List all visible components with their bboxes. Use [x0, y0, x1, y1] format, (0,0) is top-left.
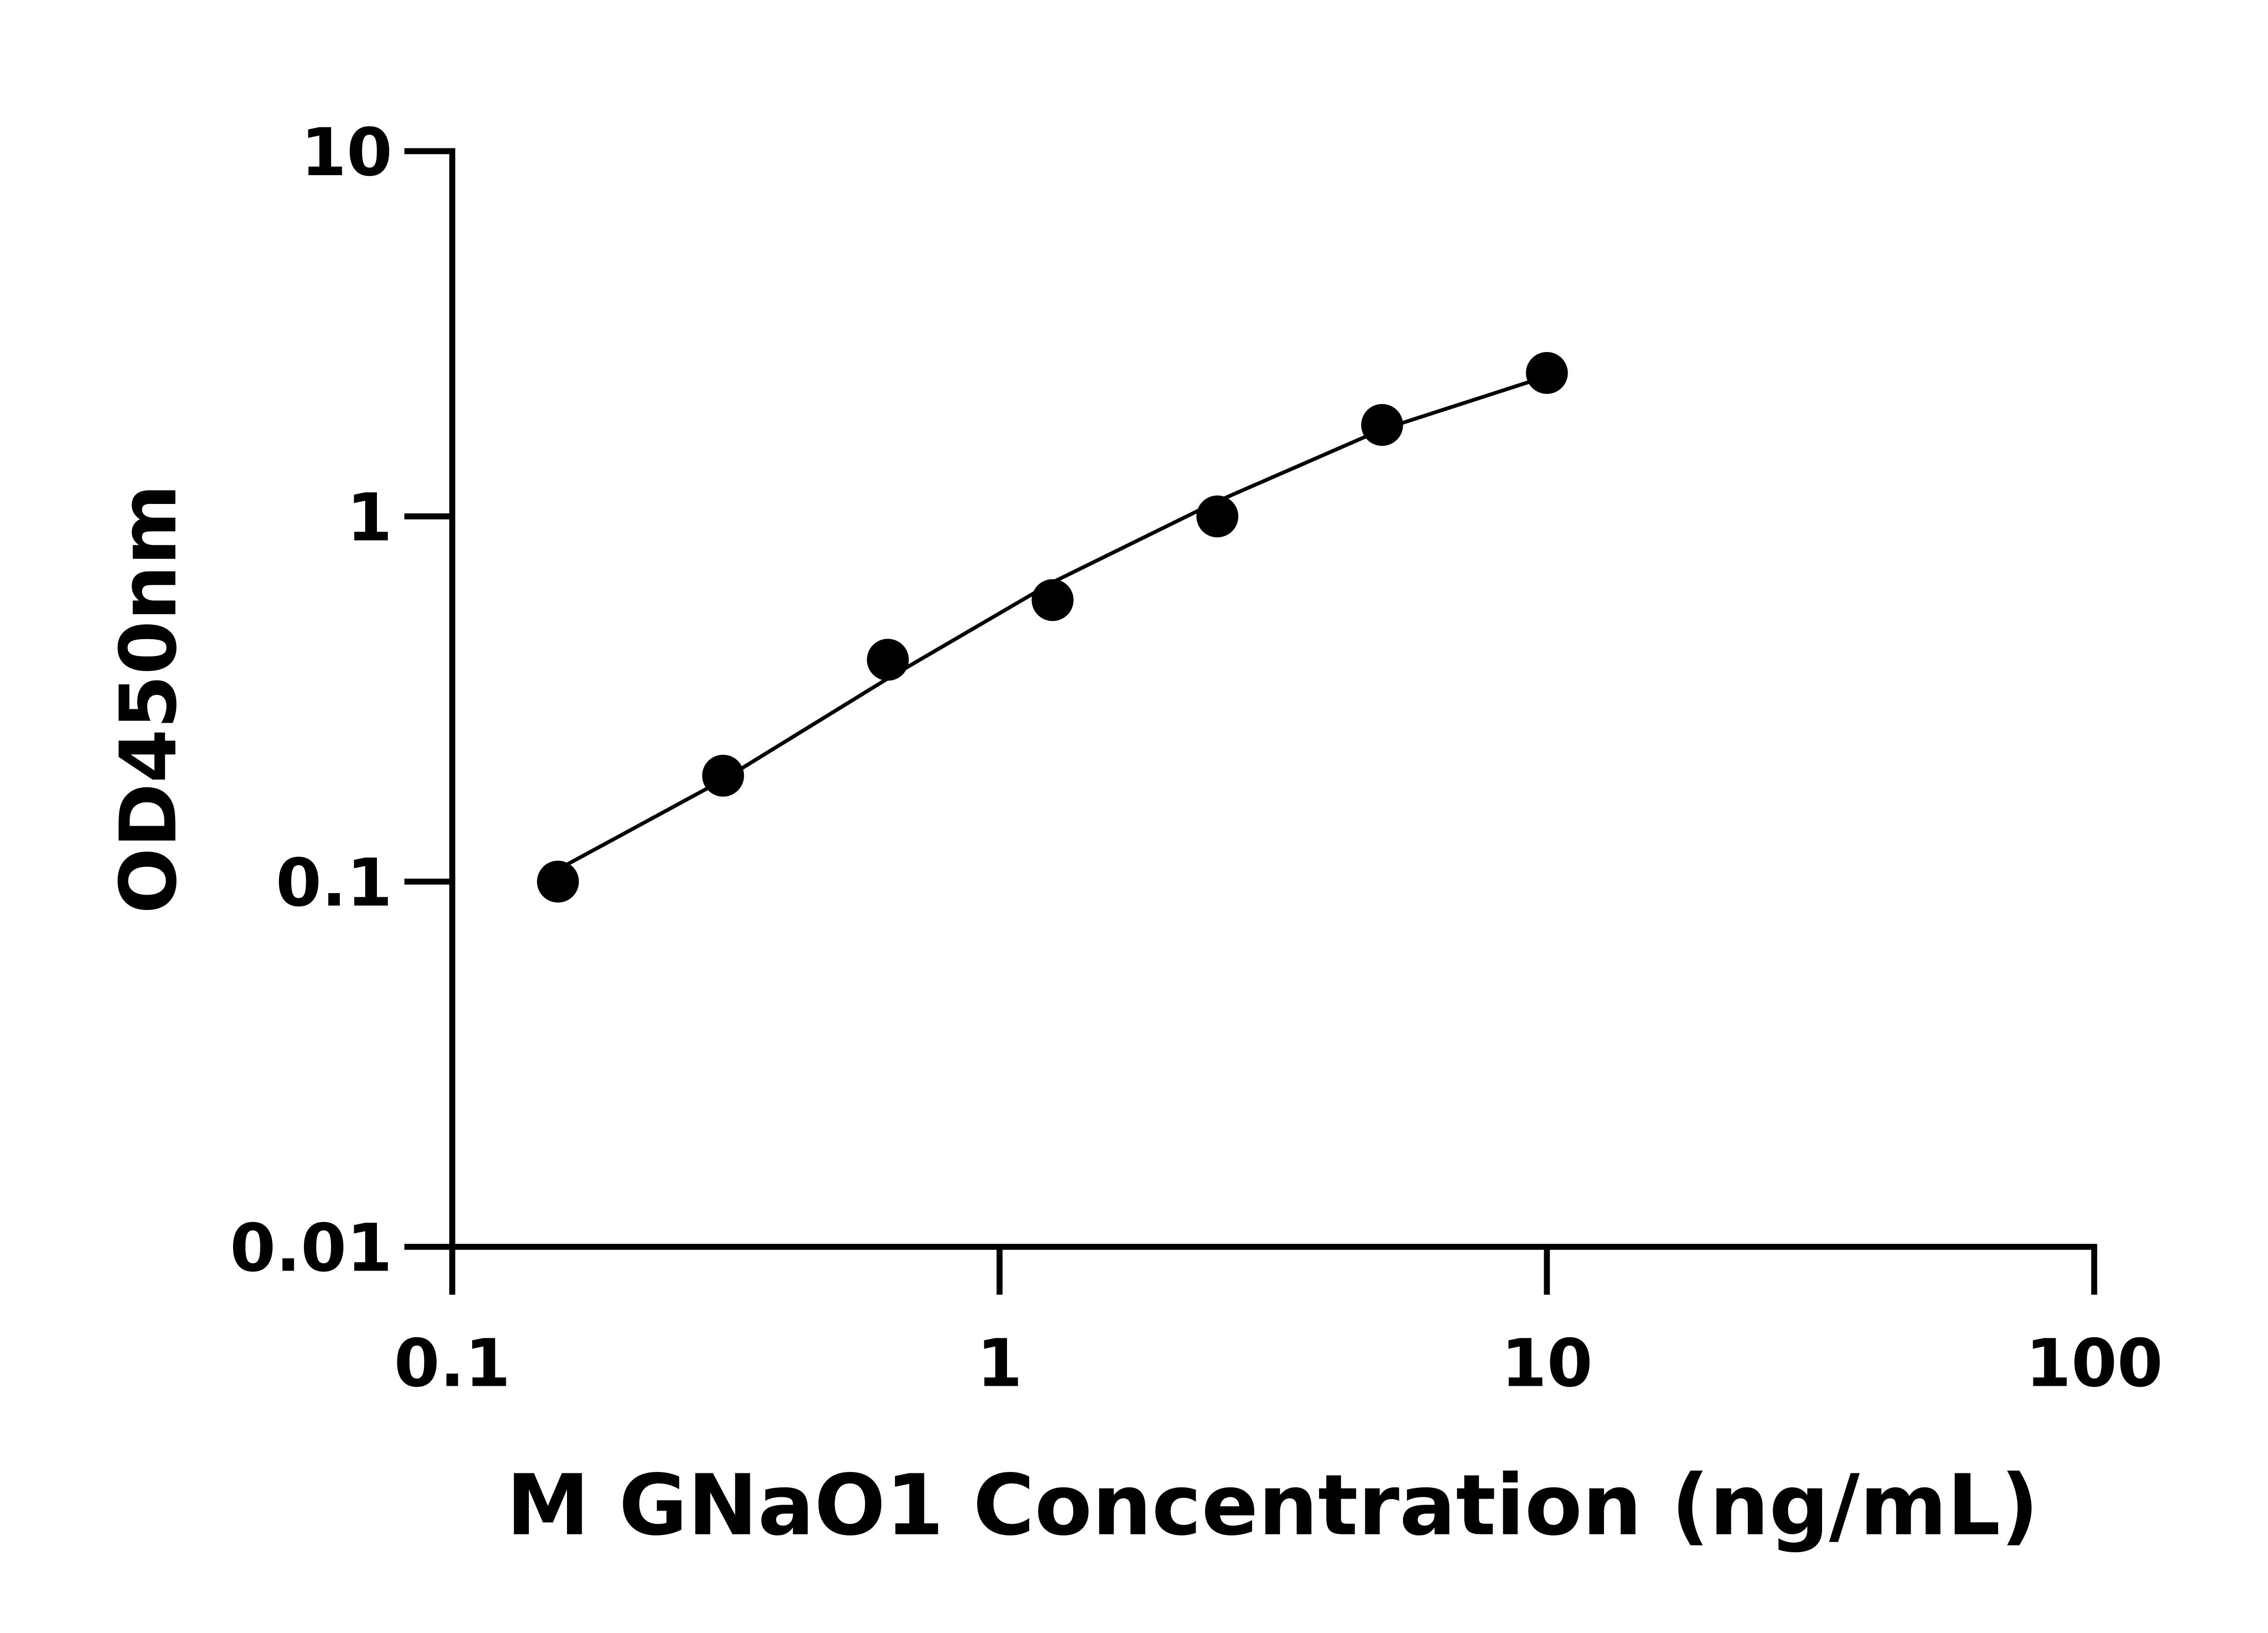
x-tick-label: 10 — [1501, 1325, 1593, 1402]
x-tick-label: 0.1 — [394, 1325, 510, 1402]
fit-curve — [557, 374, 1548, 871]
data-point — [537, 861, 579, 903]
y-axis-label: OD450nm — [104, 484, 194, 914]
x-axis-label: M GNaO1 Concentration (ng/mL) — [506, 1456, 2039, 1554]
data-point — [1526, 352, 1568, 394]
x-tick-label: 100 — [2025, 1325, 2163, 1402]
data-point — [1031, 579, 1074, 621]
y-tick-label: 10 — [301, 114, 392, 191]
data-point — [867, 639, 909, 681]
x-tick-label: 1 — [977, 1325, 1022, 1402]
y-tick-label: 0.01 — [230, 1210, 392, 1286]
data-point — [702, 754, 744, 797]
y-tick-label: 1 — [347, 479, 392, 556]
y-tick-label: 0.1 — [276, 845, 392, 921]
